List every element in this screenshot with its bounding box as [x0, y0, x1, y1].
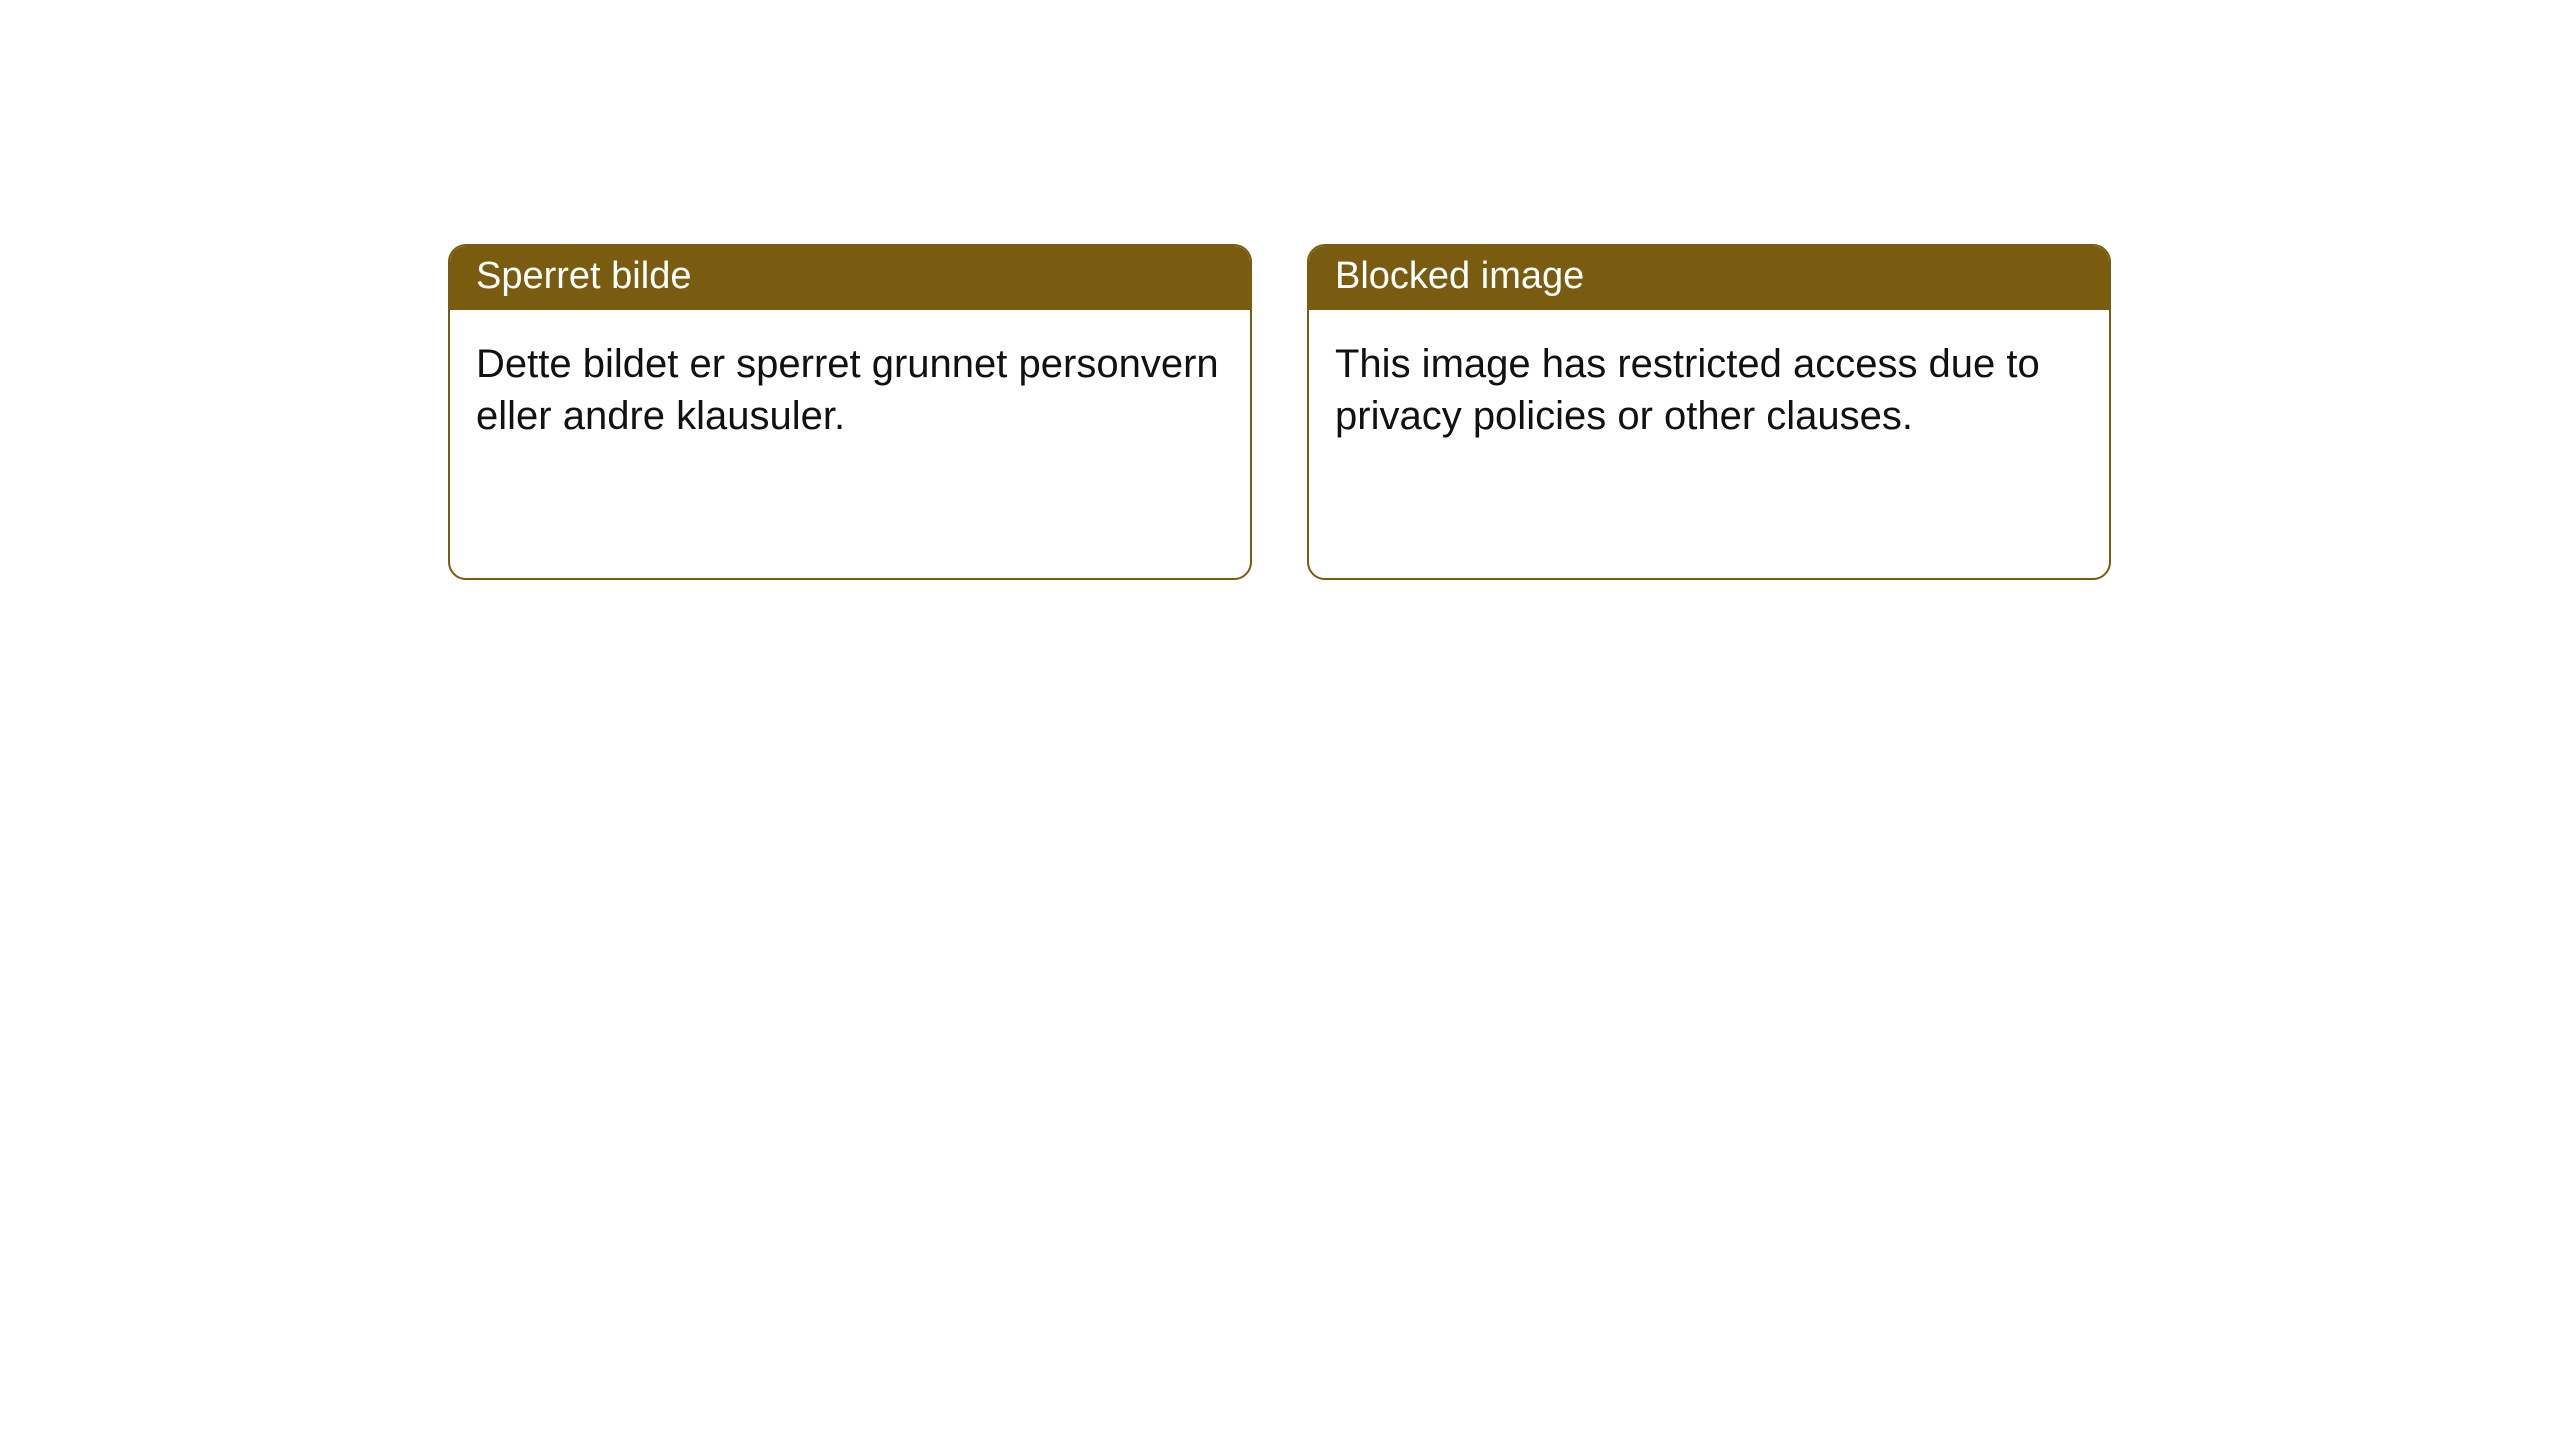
notice-card-no: Sperret bilde Dette bildet er sperret gr…: [448, 244, 1252, 580]
notice-body-en: This image has restricted access due to …: [1309, 310, 2109, 442]
notice-title-no: Sperret bilde: [450, 246, 1250, 310]
notice-body-no: Dette bildet er sperret grunnet personve…: [450, 310, 1250, 442]
notice-card-en: Blocked image This image has restricted …: [1307, 244, 2111, 580]
notice-container: Sperret bilde Dette bildet er sperret gr…: [0, 0, 2560, 580]
notice-title-en: Blocked image: [1309, 246, 2109, 310]
